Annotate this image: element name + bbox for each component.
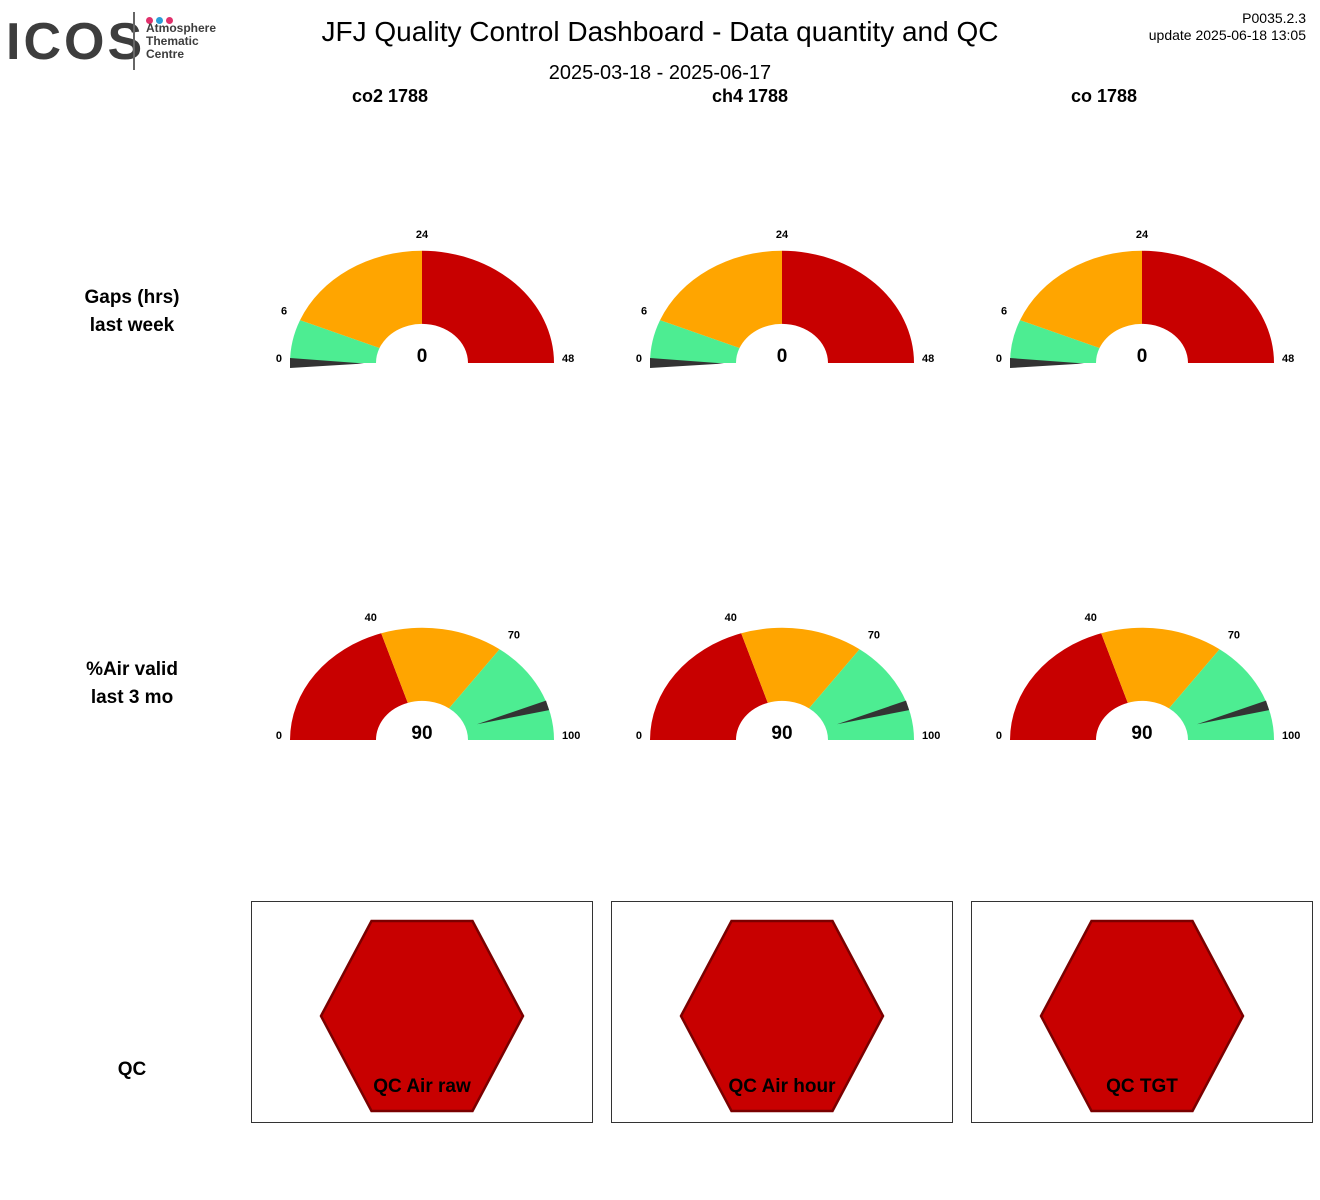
gauge-band-2 — [660, 250, 782, 349]
gauge-tick-label: 100 — [922, 730, 940, 742]
date-period: 2025-03-18 - 2025-06-17 — [548, 62, 772, 84]
gauge-band-2 — [1020, 250, 1142, 349]
gauge-band-2 — [1101, 627, 1220, 709]
logo-dots-icon — [146, 11, 176, 29]
gauge-value-label: 0 — [777, 346, 788, 367]
gauge-tick-label: 48 — [922, 353, 934, 365]
gauge-band-3 — [422, 250, 554, 363]
gauge-tick-label: 0 — [636, 353, 642, 365]
qc-indicator-2: QC Air hour — [611, 901, 953, 1123]
gauge-band-3 — [782, 250, 914, 363]
gauge-tick-label: 40 — [725, 612, 737, 624]
update-timestamp: update 2025-06-18 13:05 — [1148, 27, 1306, 43]
gauge-band-3 — [449, 649, 554, 740]
gauge-gaps-1: 0 6 24 48 0 — [276, 229, 574, 368]
gauge-band-1 — [1010, 320, 1100, 363]
gauge-band-3 — [1142, 250, 1274, 363]
gauge-tick-label: 6 — [641, 306, 647, 318]
gauge-tick-label: 48 — [562, 353, 574, 365]
dashboard-title: JFJ Quality Control Dashboard - Data qua… — [321, 16, 999, 47]
gauge-needle — [477, 700, 550, 725]
gauge-needle — [1010, 358, 1084, 368]
qc-status-hexagon — [679, 919, 885, 1113]
row-label-qc: QC — [117, 1059, 147, 1080]
row-label-gaps: Gaps (hrs) last week — [32, 284, 232, 340]
qc-indicator-label: QC TGT — [1106, 1076, 1178, 1097]
qc-indicator-label: QC Air hour — [729, 1076, 837, 1097]
gauge-band-1 — [290, 633, 408, 740]
row-label-air-line2: last 3 mo — [90, 687, 174, 708]
gauge-band-1 — [650, 320, 740, 363]
gauge-tick-label: 40 — [365, 612, 377, 624]
qc-status-hexagon — [319, 919, 525, 1113]
row-label-air-line1: %Air valid — [86, 659, 178, 680]
logo-line-2: Thematic — [146, 34, 199, 48]
column-title-ch4: ch4 1788 — [711, 86, 789, 106]
gauge-tick-label: 40 — [1085, 612, 1097, 624]
column-title-co2: co2 1788 — [351, 86, 429, 106]
logo-dot-1 — [146, 17, 153, 24]
gauge-tick-label: 0 — [276, 353, 282, 365]
version-number: P0035.2.3 — [1242, 10, 1306, 26]
gauge-band-3 — [809, 649, 914, 740]
gauge-tick-label: 6 — [281, 306, 287, 318]
logo-dot-2 — [156, 17, 163, 24]
gauge-tick-label: 70 — [868, 630, 880, 642]
gauge-band-2 — [381, 627, 500, 709]
logo-subtitle: Atmosphere Thematic Centre — [146, 22, 216, 61]
gauge-value-label: 90 — [771, 723, 792, 744]
gauge-band-2 — [741, 627, 860, 709]
logo-divider — [133, 12, 135, 70]
logo-dot-3 — [166, 17, 173, 24]
gauge-value-label: 0 — [1137, 346, 1148, 367]
gauge-tick-label: 70 — [508, 630, 520, 642]
gauge-value-label: 0 — [417, 346, 428, 367]
gauge-tick-label: 6 — [1001, 306, 1007, 318]
logo-line-1: Atmosphere — [146, 21, 217, 35]
gauge-band-1 — [1010, 633, 1128, 740]
gauge-tick-label: 48 — [1282, 353, 1294, 365]
gauge-air-2: 0 40 70 100 90 — [636, 612, 940, 744]
gauge-tick-label: 24 — [776, 229, 789, 241]
qc-status-hexagon — [1039, 919, 1245, 1113]
gauge-tick-label: 100 — [1282, 730, 1300, 742]
gauge-tick-label: 0 — [276, 730, 282, 742]
version-info: P0035.2.3 update 2025-06-18 13:05 — [1149, 10, 1306, 44]
column-title-co: co 1788 — [1070, 86, 1138, 106]
gauge-value-label: 90 — [411, 723, 432, 744]
gauge-tick-label: 0 — [996, 353, 1002, 365]
qc-indicator-label: QC Air raw — [373, 1076, 471, 1097]
logo-line-3: Centre — [146, 47, 185, 61]
gauge-band-1 — [290, 320, 380, 363]
gauge-needle — [837, 700, 910, 725]
logo-wordmark: ICOS — [6, 13, 146, 71]
qc-indicator-1: QC Air raw — [251, 901, 593, 1123]
gauge-gaps-2: 0 6 24 48 0 — [636, 229, 934, 368]
gauge-tick-label: 24 — [1136, 229, 1149, 241]
gauge-needle — [650, 358, 724, 368]
gauge-band-2 — [300, 250, 422, 349]
gauge-tick-label: 0 — [636, 730, 642, 742]
gauge-needle — [1197, 700, 1270, 725]
row-label-air: %Air valid last 3 mo — [32, 656, 232, 712]
gauge-tick-label: 24 — [416, 229, 429, 241]
gauge-air-3: 0 40 70 100 90 — [996, 612, 1300, 744]
gauge-tick-label: 70 — [1228, 630, 1240, 642]
row-label-gaps-line2: last week — [89, 315, 175, 336]
gauge-needle — [290, 358, 364, 368]
gauge-tick-label: 100 — [562, 730, 580, 742]
qc-indicator-3: QC TGT — [971, 901, 1313, 1123]
gauge-tick-label: 0 — [996, 730, 1002, 742]
row-label-gaps-line1: Gaps (hrs) — [84, 287, 180, 308]
gauge-value-label: 90 — [1131, 723, 1152, 744]
gauge-band-3 — [1169, 649, 1274, 740]
gauge-air-1: 0 40 70 100 90 — [276, 612, 580, 744]
gauge-gaps-3: 0 6 24 48 0 — [996, 229, 1294, 368]
gauge-band-1 — [650, 633, 768, 740]
